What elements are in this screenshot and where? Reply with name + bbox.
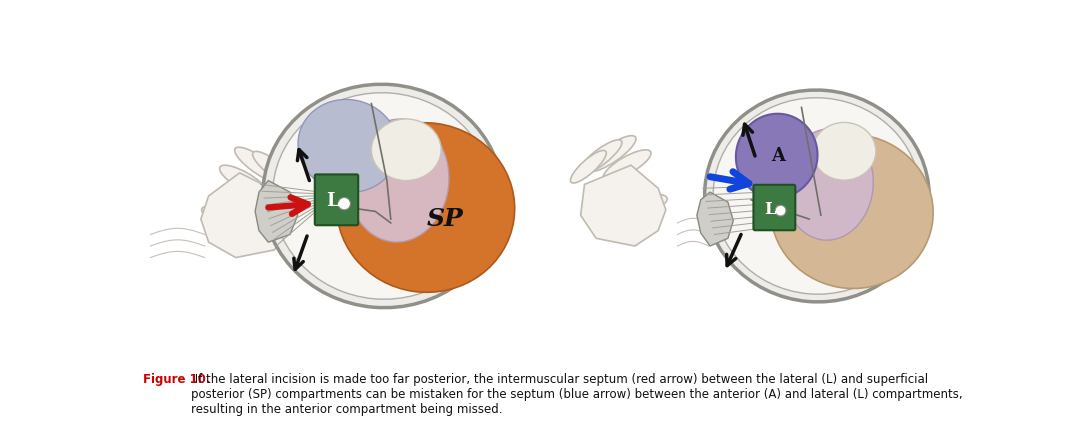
Polygon shape	[201, 173, 291, 258]
Text: If the lateral incision is made too far posterior, the intermuscular septum (red: If the lateral incision is made too far …	[191, 373, 962, 416]
Ellipse shape	[202, 206, 246, 225]
Ellipse shape	[578, 140, 622, 175]
Circle shape	[338, 198, 350, 210]
Ellipse shape	[784, 129, 874, 240]
Polygon shape	[581, 165, 666, 246]
Polygon shape	[255, 181, 298, 242]
Ellipse shape	[704, 90, 929, 302]
Ellipse shape	[253, 151, 296, 187]
Text: L: L	[765, 201, 777, 218]
Ellipse shape	[298, 99, 399, 192]
Ellipse shape	[271, 161, 307, 193]
Ellipse shape	[234, 147, 283, 183]
Ellipse shape	[604, 150, 651, 181]
Ellipse shape	[219, 165, 268, 196]
Ellipse shape	[262, 84, 503, 308]
Ellipse shape	[348, 119, 449, 242]
Ellipse shape	[735, 114, 818, 198]
Ellipse shape	[713, 98, 921, 294]
Text: A: A	[771, 147, 785, 165]
Circle shape	[775, 205, 786, 216]
Ellipse shape	[588, 136, 636, 172]
Ellipse shape	[372, 119, 441, 181]
Ellipse shape	[337, 123, 515, 292]
FancyBboxPatch shape	[754, 185, 795, 230]
Polygon shape	[697, 192, 733, 246]
Text: Figure 10.: Figure 10.	[143, 373, 211, 386]
Ellipse shape	[570, 150, 606, 183]
Ellipse shape	[771, 134, 933, 289]
Ellipse shape	[272, 93, 494, 299]
Text: L: L	[326, 192, 339, 211]
Ellipse shape	[625, 194, 667, 213]
Ellipse shape	[812, 123, 876, 180]
Text: SP: SP	[427, 207, 463, 231]
FancyBboxPatch shape	[314, 174, 359, 225]
